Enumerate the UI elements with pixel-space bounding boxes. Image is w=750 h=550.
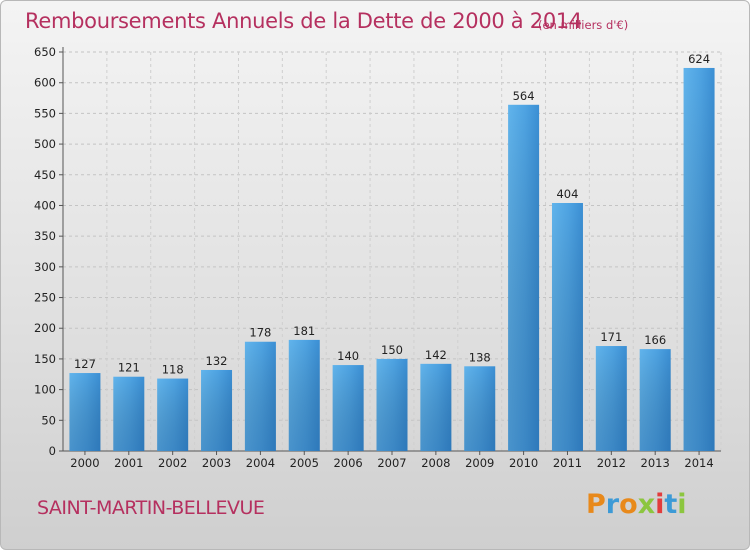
data-label: 138 xyxy=(469,350,491,364)
x-tick-label: 2000 xyxy=(70,456,99,470)
commune-name: SAINT-MARTIN-BELLEVUE xyxy=(37,497,265,519)
data-label: 142 xyxy=(425,348,447,362)
x-tick-label: 2012 xyxy=(597,456,626,470)
logo-letter: o xyxy=(619,489,638,520)
y-tick-label: 650 xyxy=(34,45,56,59)
data-label: 564 xyxy=(513,89,535,103)
logo-letter: i xyxy=(677,489,687,520)
x-tick-label: 2007 xyxy=(377,456,406,470)
y-tick-label: 500 xyxy=(34,137,56,151)
data-label: 166 xyxy=(644,333,666,347)
y-tick-label: 150 xyxy=(34,352,56,366)
data-label: 121 xyxy=(118,361,140,375)
logo-letter: i xyxy=(655,489,665,520)
data-label: 404 xyxy=(556,187,578,201)
value-labels: 127 121 118 132 178 181 140 150 142 138 564 404 171 1… xyxy=(74,52,710,377)
x-tick-label: 2014 xyxy=(684,456,713,470)
x-tick-label: 2003 xyxy=(202,456,231,470)
y-tick-label: 550 xyxy=(34,106,56,120)
y-tick-label: 600 xyxy=(34,76,56,90)
y-tick-label: 400 xyxy=(34,198,56,212)
x-tick-label: 2008 xyxy=(421,456,450,470)
y-tick-label: 350 xyxy=(34,229,56,243)
x-tick-label: 2002 xyxy=(158,456,187,470)
x-tick-label: 2006 xyxy=(333,456,362,470)
y-tick-label: 50 xyxy=(41,413,56,427)
y-tick-label: 0 xyxy=(49,444,56,458)
bar-shade xyxy=(69,373,101,451)
y-tick-label: 200 xyxy=(34,321,56,335)
proxiti-logo: Proxiti xyxy=(586,489,687,520)
bar-shade xyxy=(420,363,452,451)
y-tick-label: 100 xyxy=(34,383,56,397)
x-tick-label: 2013 xyxy=(641,456,670,470)
bar-shade xyxy=(639,349,671,451)
chart-unit: (en milliers d'€) xyxy=(538,18,629,32)
data-label: 118 xyxy=(162,363,184,377)
logo-letter: t xyxy=(664,489,678,520)
logo-letter: r xyxy=(605,489,620,520)
bar-shade xyxy=(508,104,540,451)
data-label: 140 xyxy=(337,349,359,363)
bar-shade xyxy=(288,339,320,451)
bar-shade xyxy=(376,358,408,451)
x-tick-label: 2009 xyxy=(465,456,494,470)
bar-shade xyxy=(595,346,627,451)
x-tick-label: 2001 xyxy=(114,456,143,470)
data-label: 181 xyxy=(293,324,315,338)
data-label: 624 xyxy=(688,52,710,66)
x-tick-label: 2005 xyxy=(290,456,319,470)
data-label: 132 xyxy=(206,354,228,368)
x-tick-label: 2010 xyxy=(509,456,538,470)
axes: 0 50 100 150 200 250 300 350 400 450 500 550 600 650 2… xyxy=(34,45,721,470)
bar-shade xyxy=(332,365,364,451)
data-label: 171 xyxy=(600,330,622,344)
bar-shade xyxy=(683,67,715,452)
data-label: 150 xyxy=(381,343,403,357)
logo-letter: P xyxy=(586,489,606,520)
bar-shade xyxy=(157,378,189,451)
logo-letter: x xyxy=(637,489,656,520)
chart-title: Remboursements Annuels de la Dette de 20… xyxy=(25,9,582,33)
bar-shade xyxy=(464,366,496,451)
data-label: 178 xyxy=(249,326,271,340)
y-tick-label: 300 xyxy=(34,260,56,274)
bars xyxy=(69,67,715,452)
x-tick-label: 2011 xyxy=(553,456,582,470)
data-label: 127 xyxy=(74,357,96,371)
bar-shade xyxy=(113,376,145,451)
bar-shade xyxy=(551,203,583,451)
bar-shade xyxy=(244,341,276,451)
y-tick-label: 250 xyxy=(34,291,56,305)
x-tick-label: 2004 xyxy=(246,456,275,470)
bar-shade xyxy=(201,369,233,451)
y-tick-label: 450 xyxy=(34,168,56,182)
